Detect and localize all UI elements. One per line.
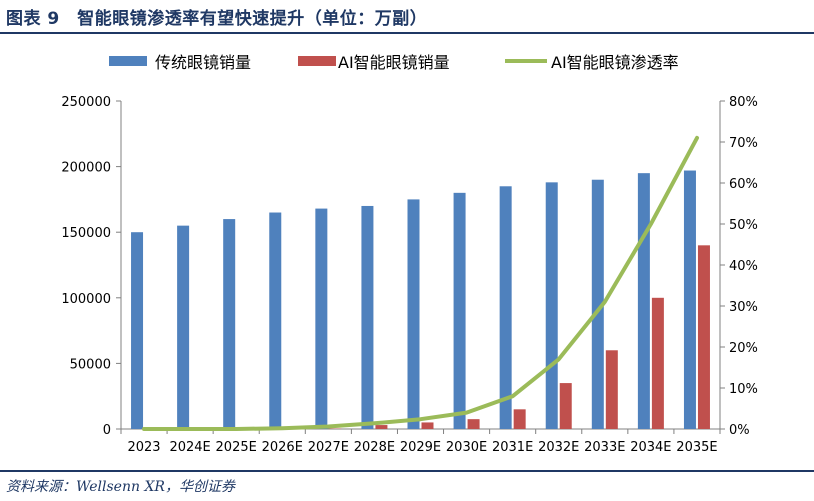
y-left-tick-label: 250000 bbox=[61, 95, 111, 110]
y-left-tick-label: 0 bbox=[103, 423, 111, 438]
x-tick-label: 2026E bbox=[262, 440, 303, 455]
y-right-tick-label: 50% bbox=[729, 218, 758, 233]
legend-swatch-0 bbox=[109, 56, 147, 66]
legend-label-2: AI智能眼镜渗透率 bbox=[551, 53, 679, 72]
x-tick-label: 2032E bbox=[538, 440, 579, 455]
chart-title: 图表 9 智能眼镜渗透率有望快速提升（单位：万副） bbox=[6, 9, 428, 29]
legend-label-1: AI智能眼镜销量 bbox=[338, 53, 450, 72]
bar-traditional bbox=[591, 179, 604, 429]
bar-ai bbox=[697, 245, 710, 429]
bar-traditional bbox=[361, 205, 374, 429]
y-right-tick-label: 20% bbox=[729, 341, 758, 356]
y-left-tick-label: 100000 bbox=[61, 292, 111, 307]
x-tick-label: 2034E bbox=[630, 440, 671, 455]
y-right-tick-label: 60% bbox=[729, 177, 758, 192]
bar-traditional bbox=[131, 232, 144, 429]
y-right-tick-label: 80% bbox=[729, 95, 758, 110]
x-tick-label: 2023 bbox=[127, 440, 160, 455]
y-left-tick-label: 200000 bbox=[61, 161, 111, 176]
bar-ai bbox=[605, 350, 618, 429]
y-right-tick-label: 30% bbox=[729, 300, 758, 315]
legend-label-0: 传统眼镜销量 bbox=[155, 53, 251, 72]
x-tick-label: 2027E bbox=[308, 440, 349, 455]
bar-traditional bbox=[499, 186, 512, 429]
title-bar: 图表 9 智能眼镜渗透率有望快速提升（单位：万副） bbox=[0, 0, 814, 33]
bar-ai bbox=[559, 383, 572, 429]
bar-traditional bbox=[683, 170, 696, 429]
y-right-tick-label: 10% bbox=[729, 382, 758, 397]
source-note: 资料来源：Wellsenn XR，华创证券 bbox=[6, 479, 235, 495]
y-right-tick-label: 0% bbox=[729, 423, 750, 438]
legend-swatch-1 bbox=[298, 56, 336, 66]
x-tick-label: 2029E bbox=[400, 440, 441, 455]
bar-traditional bbox=[223, 219, 236, 429]
title-divider bbox=[0, 32, 814, 34]
x-tick-label: 2025E bbox=[216, 440, 257, 455]
bar-traditional bbox=[269, 212, 282, 429]
y-left-tick-label: 50000 bbox=[70, 357, 111, 372]
chart: 传统眼镜销量 AI智能眼镜销量 AI智能眼镜渗透率 0 50000 100000 15000… bbox=[61, 53, 758, 455]
y-left-tick-label: 150000 bbox=[61, 226, 111, 241]
x-tick-label: 2035E bbox=[676, 440, 717, 455]
bar-ai bbox=[513, 409, 526, 429]
bar-traditional bbox=[545, 182, 558, 429]
x-tick-label: 2028E bbox=[354, 440, 395, 455]
bar-ai bbox=[375, 425, 388, 429]
bar-ai bbox=[651, 297, 664, 429]
line-penetration bbox=[142, 135, 699, 431]
bar-traditional bbox=[177, 225, 190, 429]
bar-ai bbox=[421, 422, 434, 429]
y-right-tick-label: 40% bbox=[729, 259, 758, 274]
bar-traditional bbox=[407, 199, 420, 429]
x-tick-label: 2030E bbox=[446, 440, 487, 455]
bar-traditional bbox=[453, 192, 466, 429]
bar-traditional bbox=[637, 173, 650, 429]
bar-ai bbox=[467, 419, 480, 429]
x-tick-label: 2024E bbox=[169, 440, 210, 455]
footer-divider bbox=[0, 470, 814, 472]
bar-traditional bbox=[315, 208, 328, 429]
x-tick-label: 2031E bbox=[492, 440, 533, 455]
y-right-tick-label: 70% bbox=[729, 136, 758, 151]
x-tick-label: 2033E bbox=[584, 440, 625, 455]
